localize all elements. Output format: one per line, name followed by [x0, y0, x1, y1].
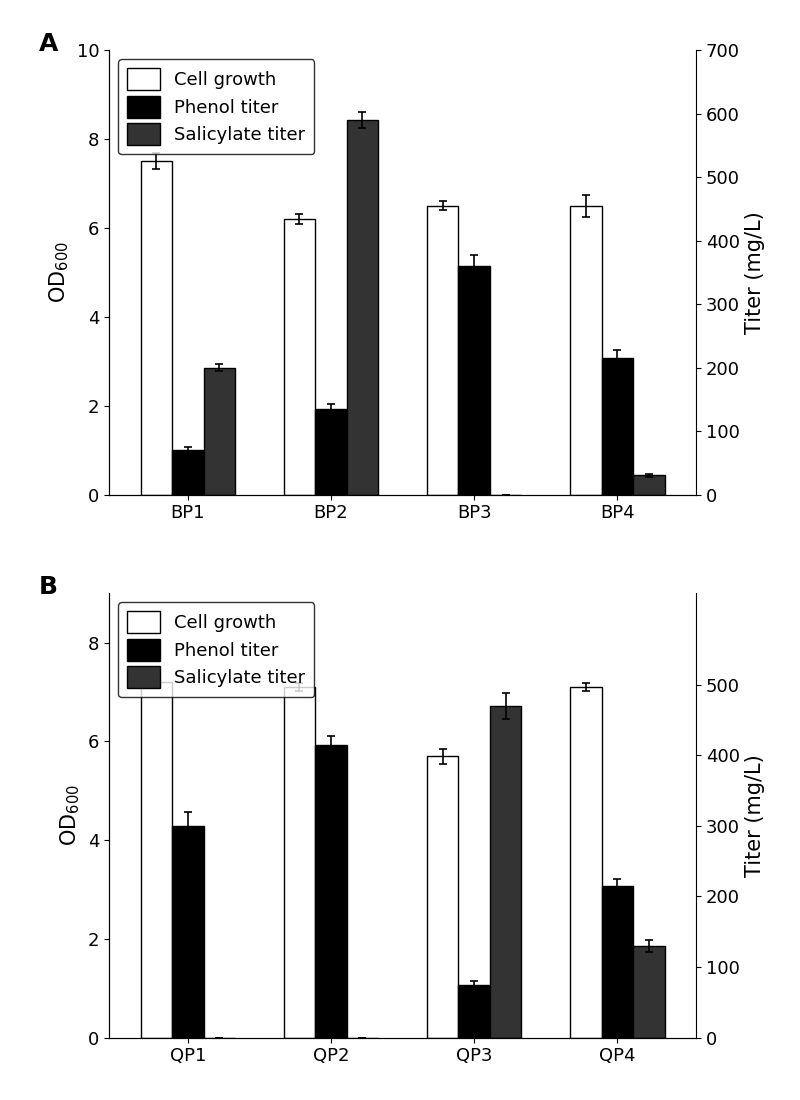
Y-axis label: OD$_{600}$: OD$_{600}$ — [48, 242, 71, 304]
Bar — [458, 984, 490, 1037]
Bar — [203, 367, 235, 495]
Bar — [570, 688, 602, 1037]
Bar — [427, 756, 458, 1037]
Bar — [141, 162, 172, 495]
Y-axis label: Titer (mg/L): Titer (mg/L) — [746, 211, 766, 333]
Y-axis label: Titer (mg/L): Titer (mg/L) — [746, 754, 766, 877]
Text: A: A — [38, 32, 58, 56]
Legend: Cell growth, Phenol titer, Salicylate titer: Cell growth, Phenol titer, Salicylate ti… — [118, 602, 314, 697]
Bar — [141, 682, 172, 1037]
Bar — [284, 219, 315, 495]
Text: B: B — [38, 575, 58, 600]
Bar — [633, 946, 665, 1037]
Bar — [315, 409, 346, 495]
Bar — [315, 745, 346, 1037]
Bar — [633, 475, 665, 495]
Y-axis label: OD$_{600}$: OD$_{600}$ — [58, 784, 82, 846]
Bar — [602, 358, 633, 495]
Bar — [458, 266, 490, 495]
Bar — [172, 826, 203, 1037]
Legend: Cell growth, Phenol titer, Salicylate titer: Cell growth, Phenol titer, Salicylate ti… — [118, 59, 314, 154]
Bar — [427, 206, 458, 495]
Bar — [172, 450, 203, 495]
Bar — [284, 688, 315, 1037]
Bar — [602, 886, 633, 1037]
Bar — [346, 120, 378, 495]
Bar — [490, 706, 522, 1037]
Bar — [570, 206, 602, 495]
